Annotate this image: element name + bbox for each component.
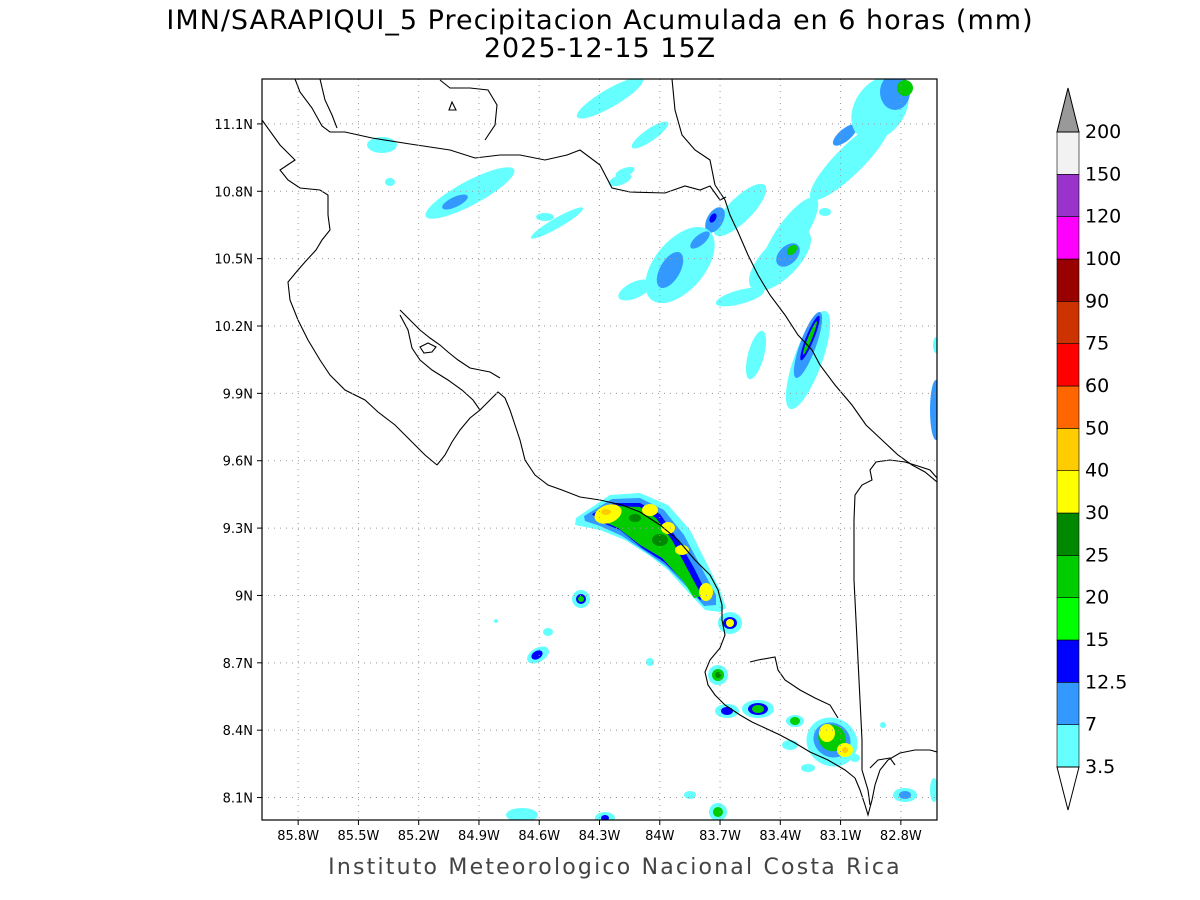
colorbar-swatch bbox=[1056, 470, 1080, 514]
lat-tick-label: 10.8N bbox=[214, 185, 253, 200]
colorbar-label: 50 bbox=[1085, 417, 1109, 439]
lon-tick-label: 84.3W bbox=[579, 829, 621, 844]
bay-detail bbox=[869, 757, 896, 769]
lat-tick-label: 10.5N bbox=[214, 253, 253, 268]
colorbar-label: 200 bbox=[1085, 121, 1121, 143]
colorbar-swatch bbox=[1056, 682, 1080, 725]
lon-tick-label: 84W bbox=[645, 829, 675, 844]
lon-tick-label: 83.1W bbox=[820, 829, 862, 844]
colorbar-swatch bbox=[1056, 385, 1080, 429]
lon-tick-label: 82.8W bbox=[880, 829, 922, 844]
colorbar-label: 150 bbox=[1085, 163, 1121, 185]
burica-peninsula bbox=[854, 749, 937, 818]
lat-tick-label: 11.1N bbox=[214, 118, 253, 133]
rain-band-north bbox=[367, 79, 937, 802]
lat-tick-label: 9.6N bbox=[223, 455, 253, 470]
colorbar-swatch bbox=[1056, 131, 1080, 175]
lon-tick-label: 83.4W bbox=[759, 829, 801, 844]
colorbar-swatch bbox=[1056, 216, 1080, 260]
caribbean-coast-north bbox=[671, 79, 716, 186]
lat-tick-label: 8.7N bbox=[223, 657, 253, 672]
colorbar-swatch bbox=[1056, 555, 1080, 598]
colorbar-swatch bbox=[1056, 597, 1080, 641]
lon-tick-label: 85.8W bbox=[277, 829, 319, 844]
colorbar-swatch bbox=[1056, 174, 1080, 217]
colorbar-label: 75 bbox=[1085, 333, 1109, 355]
lake-nicaragua-shore bbox=[319, 79, 338, 129]
caribbean-coast bbox=[714, 184, 937, 483]
lat-tick-label: 9N bbox=[235, 589, 253, 604]
colorbar-label: 7 bbox=[1085, 714, 1097, 736]
lake-island-2 bbox=[448, 100, 457, 111]
lake-island-1 bbox=[419, 342, 437, 354]
precipitation-colorbar: 3.5 7 12.5 15 20 25 30 40 50 60 75 90 100 120 150 200 bbox=[1056, 87, 1127, 811]
pacific-coast-central bbox=[479, 391, 856, 779]
colorbar-label: 12.5 bbox=[1085, 671, 1127, 693]
lat-tick-label: 10.2N bbox=[214, 320, 253, 335]
nicoya-inner bbox=[399, 309, 501, 379]
colorbar-label: 15 bbox=[1085, 629, 1109, 651]
nicoya-gulf-coast bbox=[399, 314, 481, 466]
lat-tick-label: 8.1N bbox=[223, 792, 253, 807]
colorbar-label: 60 bbox=[1085, 375, 1109, 397]
colorbar-label: 90 bbox=[1085, 290, 1109, 312]
coastlines bbox=[262, 79, 937, 818]
map-title: IMN/SARAPIQUI_5 Precipitacion Acumulada … bbox=[166, 5, 1034, 36]
colorbar-swatch bbox=[1056, 724, 1080, 768]
colorbar-swatch bbox=[1056, 343, 1080, 387]
lon-tick-label: 83.7W bbox=[699, 829, 741, 844]
lon-tick-label: 84.6W bbox=[518, 829, 560, 844]
colorbar-label: 30 bbox=[1085, 502, 1109, 524]
pacific-coast-west bbox=[262, 119, 438, 466]
colorbar-max-arrow bbox=[1056, 87, 1080, 133]
nicaragua-border bbox=[294, 79, 727, 201]
colorbar-swatch bbox=[1056, 301, 1080, 344]
footer-credit: Instituto Meteorologico Nacional Costa R… bbox=[328, 855, 902, 880]
colorbar-swatch bbox=[1056, 258, 1080, 302]
colorbar-label: 25 bbox=[1085, 544, 1109, 566]
osa-peninsula bbox=[749, 656, 839, 719]
colorbar-swatch bbox=[1056, 639, 1080, 683]
precipitation-shading bbox=[367, 79, 937, 820]
lat-tick-label: 8.4N bbox=[223, 724, 253, 739]
lon-tick-label: 85.5W bbox=[338, 829, 380, 844]
colorbar-label: 20 bbox=[1085, 587, 1109, 609]
colorbar-label: 100 bbox=[1085, 248, 1121, 270]
colorbar-min-arrow bbox=[1056, 766, 1080, 811]
colorbar-swatch bbox=[1056, 512, 1080, 556]
lat-tick-label: 9.9N bbox=[223, 387, 253, 402]
lat-tick-label: 9.3N bbox=[223, 522, 253, 537]
lon-tick-label: 84.9W bbox=[458, 829, 500, 844]
colorbar-label: 120 bbox=[1085, 206, 1121, 228]
axis-labels: 85.8W 85.5W 85.2W 84.9W 84.6W 84.3W 84W 83.7W 83… bbox=[214, 118, 922, 844]
map-datetime: 2025-12-15 15Z bbox=[483, 33, 717, 64]
colorbar-label: 3.5 bbox=[1085, 756, 1115, 778]
colorbar-swatch bbox=[1056, 428, 1080, 471]
rain-band-pacific bbox=[494, 493, 886, 820]
colorbar-label: 40 bbox=[1085, 460, 1109, 482]
lake-nicaragua-south bbox=[439, 79, 498, 141]
panama-border bbox=[853, 459, 937, 806]
lon-tick-label: 85.2W bbox=[398, 829, 440, 844]
